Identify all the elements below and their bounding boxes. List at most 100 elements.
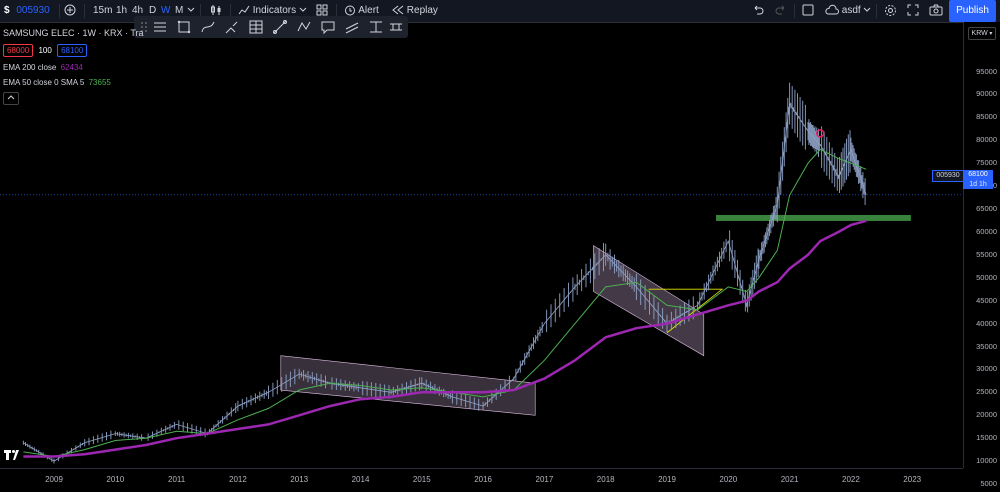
square-icon: [802, 4, 814, 16]
price-tick-label: 75000: [976, 158, 997, 168]
tv-logo-icon: [4, 450, 19, 460]
year-tick-label: 2016: [474, 475, 492, 484]
dollar-icon: $: [4, 5, 10, 16]
expand-icon: [907, 4, 919, 16]
last-price-tag: 68100: [963, 170, 993, 180]
ruler-icon[interactable]: [388, 19, 404, 35]
price-tick-label: 15000: [976, 433, 997, 443]
price-series-line: [23, 102, 867, 462]
symbol-title: SAMSUNG ELEC · 1W · KRX · Tra: [3, 28, 144, 38]
indicators-label: Indicators: [252, 5, 297, 16]
price-tick-label: 80000: [976, 135, 997, 145]
spread-value: 100: [38, 46, 52, 55]
horizontal-lines-icon[interactable]: [152, 19, 168, 35]
interval-d[interactable]: D: [149, 5, 157, 16]
trend-line-icon[interactable]: [272, 19, 288, 35]
compare-symbol-button[interactable]: [64, 0, 76, 22]
alert-button[interactable]: Alert: [344, 0, 379, 22]
ema200-value: 62434: [60, 63, 83, 72]
support-zone: [716, 214, 911, 221]
year-tick-label: 2014: [351, 475, 370, 484]
collapse-legend-button[interactable]: [3, 92, 19, 105]
gear-icon: [885, 4, 896, 16]
price-tick-label: 85000: [976, 112, 997, 122]
replay-label: Replay: [406, 5, 438, 16]
drag-handle-icon[interactable]: [137, 19, 153, 35]
currency-selector[interactable]: KRW ▾: [968, 27, 996, 40]
price-tick-label: 90000: [976, 89, 997, 99]
price-tick-label: 20000: [976, 410, 997, 420]
price-tick-label: 5000: [980, 479, 997, 488]
bar-countdown: 1d 1h: [963, 180, 993, 189]
price-tick-label: 35000: [976, 341, 997, 351]
range-icon[interactable]: [368, 19, 384, 35]
templates-icon: [316, 4, 328, 16]
price-tick-label: 60000: [976, 226, 997, 236]
price-axis[interactable]: KRW ▾ 9500090000850008000075000700006500…: [963, 22, 1000, 488]
year-tick-label: 2012: [228, 475, 247, 484]
symbol-label: 005930: [16, 5, 50, 16]
price-tick-label: 45000: [976, 295, 997, 305]
price-tick-label: 10000: [976, 456, 997, 466]
tradingview-logo[interactable]: [4, 449, 22, 463]
price-tick-label: 50000: [976, 272, 997, 282]
price-chart[interactable]: [0, 22, 963, 468]
rectangle-icon[interactable]: [176, 19, 192, 35]
bid-ask-row: 68000 100 68100: [3, 44, 88, 57]
parallel-channel-2013-2016: [280, 355, 536, 416]
year-tick-label: 2021: [780, 475, 799, 484]
interval-m[interactable]: M: [175, 5, 184, 16]
interval-dropdown[interactable]: [187, 0, 195, 22]
chevron-down-icon: [299, 8, 307, 13]
symbol-price-tag: 005930: [932, 170, 964, 182]
fullscreen-button[interactable]: [907, 0, 919, 22]
ema200-line: [23, 219, 867, 458]
year-tick-label: 2010: [106, 475, 125, 484]
undo-button[interactable]: [752, 0, 764, 22]
year-tick-label: 2013: [290, 475, 309, 484]
year-tick-label: 2020: [719, 475, 738, 484]
price-tick-label: 40000: [976, 318, 997, 328]
ema50-value: 73655: [88, 78, 111, 87]
chevron-up-icon: [7, 95, 15, 100]
pattern-icon[interactable]: [296, 19, 312, 35]
alert-label: Alert: [358, 5, 379, 16]
fullscreen-layout-button[interactable]: [802, 0, 814, 22]
year-tick-label: 2019: [658, 475, 676, 484]
currency-label: KRW: [971, 30, 988, 37]
candles-icon: [211, 5, 221, 16]
indicators-button[interactable]: Indicators: [238, 0, 307, 22]
symbol-search[interactable]: $ 005930: [4, 0, 50, 22]
interval-1h[interactable]: 1h: [116, 5, 128, 16]
ema50-legend[interactable]: EMA 50 close 0 SMA 5 73655: [3, 78, 111, 87]
chevron-down-icon: [864, 8, 871, 13]
path-icon[interactable]: [200, 19, 216, 35]
ask-price[interactable]: 68100: [57, 44, 88, 57]
settings-button[interactable]: [884, 0, 897, 22]
redo-button[interactable]: [775, 0, 787, 22]
cloud-icon: [825, 5, 839, 15]
templates-button[interactable]: [316, 0, 328, 22]
rewind-icon: [392, 5, 404, 15]
brush-icon[interactable]: [224, 19, 240, 35]
interval-w[interactable]: W: [161, 5, 171, 16]
undo-icon: [754, 6, 764, 15]
parallel-channel-icon[interactable]: [344, 19, 360, 35]
snapshot-button[interactable]: [929, 0, 943, 22]
fib-icon[interactable]: [248, 19, 264, 35]
publish-button[interactable]: Publish: [949, 0, 996, 22]
chart-type-button[interactable]: [210, 0, 222, 22]
price-tick-label: 95000: [976, 66, 997, 76]
interval-4h[interactable]: 4h: [132, 5, 144, 16]
redo-icon: [775, 6, 785, 15]
save-layout-button[interactable]: asdf: [825, 0, 871, 22]
replay-button[interactable]: Replay: [392, 0, 438, 22]
ema50-label: EMA 50 close 0 SMA 5: [3, 78, 85, 87]
year-tick-label: 2022: [841, 475, 860, 484]
ema200-legend[interactable]: EMA 200 close 62434: [3, 63, 83, 72]
bid-price[interactable]: 68000: [3, 44, 34, 57]
time-axis[interactable]: 2009 2010 2011 2012 2013 2014 2015 2016 2017 2018…: [0, 468, 963, 492]
comment-icon[interactable]: [320, 19, 336, 35]
interval-15m[interactable]: 15m: [93, 5, 113, 16]
chevron-down-icon: [187, 8, 195, 13]
